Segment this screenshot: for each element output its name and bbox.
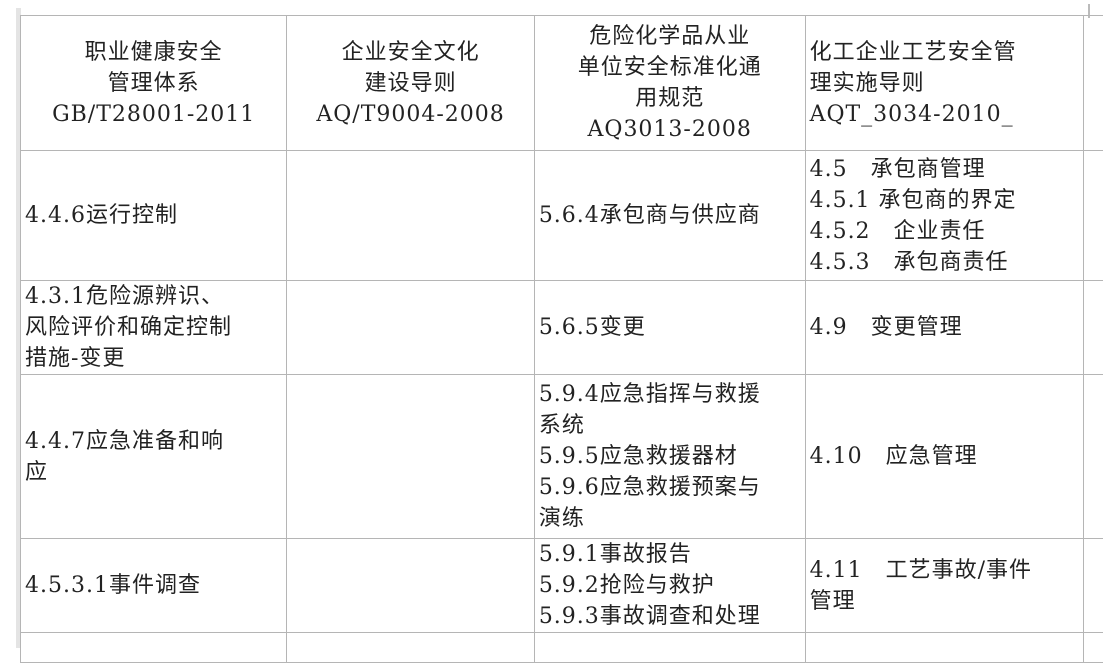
header-process-safety[interactable]: 化工企业工艺安全管 理实施导则 AQT_3034-2010_ xyxy=(805,16,1083,151)
cell[interactable] xyxy=(1083,539,1103,633)
cell[interactable]: 4.3.1危险源辨识、 风险评价和确定控制 措施-变更 xyxy=(21,281,287,375)
cell[interactable] xyxy=(1083,281,1103,375)
cell[interactable]: 4.5 承包商管理 4.5.1 承包商的界定 4.5.2 企业责任 4.5.3 … xyxy=(805,151,1083,281)
header-hazchem-standard[interactable]: 危险化学品从业 单位安全标准化通 用规范 AQ3013-2008 xyxy=(534,16,805,151)
cell[interactable]: 4.4.7应急准备和响 应 xyxy=(21,375,287,539)
table-row: 4.3.1危险源辨识、 风险评价和确定控制 措施-变更 5.6.5变更 4.9 … xyxy=(21,281,1103,375)
cell[interactable] xyxy=(287,281,534,375)
cell[interactable] xyxy=(21,633,287,663)
cell[interactable] xyxy=(287,151,534,281)
cell[interactable]: 5.6.4承包商与供应商 xyxy=(534,151,805,281)
cell[interactable]: 4.4.6运行控制 xyxy=(21,151,287,281)
header-next-column[interactable] xyxy=(1083,16,1103,151)
cell[interactable]: 5.6.5变更 xyxy=(534,281,805,375)
header-row: 职业健康安全 管理体系 GB/T28001-2011 企业安全文化 建设导则 A… xyxy=(21,16,1103,151)
cell[interactable] xyxy=(287,633,534,663)
cell[interactable] xyxy=(805,633,1083,663)
header-safety-culture[interactable]: 企业安全文化 建设导则 AQ/T9004-2008 xyxy=(287,16,534,151)
cell[interactable] xyxy=(1083,375,1103,539)
cell[interactable] xyxy=(287,539,534,633)
standards-comparison-table: 职业健康安全 管理体系 GB/T28001-2011 企业安全文化 建设导则 A… xyxy=(20,15,1103,663)
cell[interactable]: 5.9.4应急指挥与救援 系统 5.9.5应急救援器材 5.9.6应急救援预案与… xyxy=(534,375,805,539)
table-row: 4.5.3.1事件调查 5.9.1事故报告 5.9.2抢险与救护 5.9.3事故… xyxy=(21,539,1103,633)
table-row xyxy=(21,633,1103,663)
cell[interactable]: 5.9.1事故报告 5.9.2抢险与救护 5.9.3事故调查和处理 xyxy=(534,539,805,633)
cell[interactable]: 4.11 工艺事故/事件 管理 xyxy=(805,539,1083,633)
table-row: 4.4.7应急准备和响 应 5.9.4应急指挥与救援 系统 5.9.5应急救援器… xyxy=(21,375,1103,539)
cell[interactable]: 4.5.3.1事件调查 xyxy=(21,539,287,633)
cell[interactable]: 4.9 变更管理 xyxy=(805,281,1083,375)
cell[interactable]: 4.10 应急管理 xyxy=(805,375,1083,539)
cell[interactable] xyxy=(287,375,534,539)
cell[interactable] xyxy=(1083,151,1103,281)
cell[interactable] xyxy=(1083,633,1103,663)
table-row: 4.4.6运行控制 5.6.4承包商与供应商 4.5 承包商管理 4.5.1 承… xyxy=(21,151,1103,281)
cell[interactable] xyxy=(534,633,805,663)
header-ohsms[interactable]: 职业健康安全 管理体系 GB/T28001-2011 xyxy=(21,16,287,151)
